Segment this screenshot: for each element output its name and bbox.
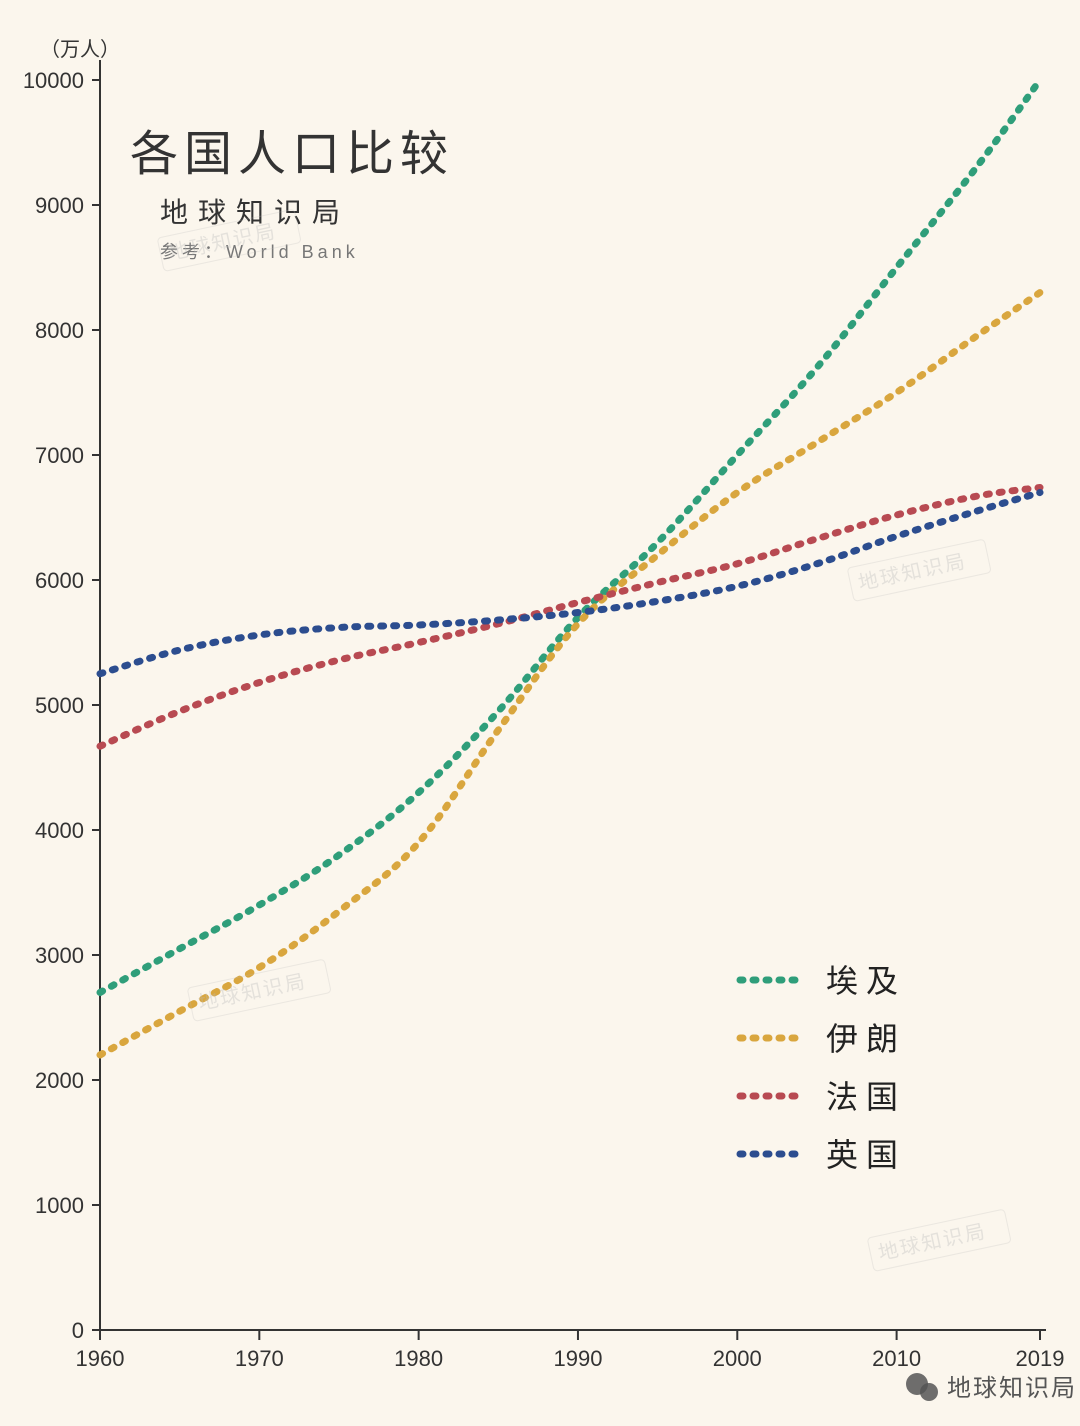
y-tick-label: 7000 — [35, 443, 84, 468]
y-tick-label: 1000 — [35, 1193, 84, 1218]
y-tick-label: 10000 — [23, 68, 84, 93]
y-tick-label: 4000 — [35, 818, 84, 843]
y-tick-label: 3000 — [35, 943, 84, 968]
svg-text:地球知识局: 地球知识局 — [947, 1375, 1077, 1402]
chart-svg: 0 1000 2000 3000 4000 5000 6000 7000 8000 9000 100… — [0, 0, 1080, 1426]
y-tick-label: 9000 — [35, 193, 84, 218]
x-tick-label: 2010 — [872, 1346, 921, 1371]
x-tick-label: 1970 — [235, 1346, 284, 1371]
legend-label-iran: 伊朗 — [826, 1021, 906, 1057]
legend-label-france: 法国 — [826, 1079, 906, 1115]
legend-label-egypt: 埃及 — [826, 963, 906, 999]
y-tick-label: 2000 — [35, 1068, 84, 1093]
chart-container: 0 1000 2000 3000 4000 5000 6000 7000 8000 9000 100… — [0, 0, 1080, 1426]
legend-label-uk: 英国 — [826, 1137, 906, 1173]
chart-title: 各国人口比较 — [130, 128, 454, 181]
y-tick-label: 0 — [72, 1318, 84, 1343]
y-tick-label: 5000 — [35, 693, 84, 718]
x-tick-label: 1980 — [394, 1346, 443, 1371]
y-tick-label: 6000 — [35, 568, 84, 593]
chart-subtitle: 地球知识局 — [160, 197, 350, 228]
x-tick-label: 1990 — [553, 1346, 602, 1371]
y-tick-label: 8000 — [35, 318, 84, 343]
y-axis-unit: （万人） — [40, 38, 120, 61]
x-tick-label: 1960 — [76, 1346, 125, 1371]
x-tick-label: 2000 — [713, 1346, 762, 1371]
x-tick-label: 2019 — [1016, 1346, 1065, 1371]
